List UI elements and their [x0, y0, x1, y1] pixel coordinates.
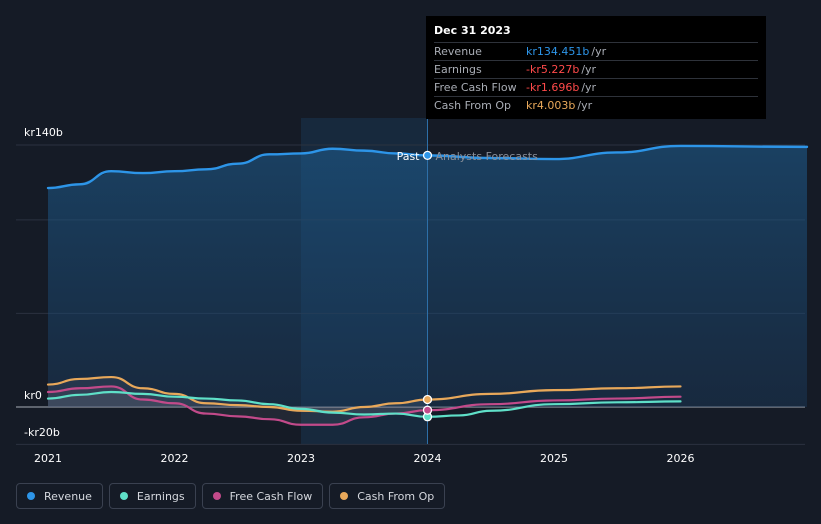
legend-dot-icon — [340, 492, 349, 500]
tooltip-unit: /yr — [581, 81, 597, 94]
past-label: Past — [397, 150, 421, 163]
tooltip-row-earnings: Earnings -kr5.227b /yr — [434, 60, 758, 78]
marker-cash-from-op — [422, 394, 433, 405]
tooltip-unit: /yr — [591, 45, 607, 58]
series-past-fill — [48, 377, 428, 412]
tooltip: Dec 31 2023 Revenue kr134.451b /yr Earni… — [426, 16, 766, 119]
y-tick-label: -kr20b — [24, 426, 60, 439]
tooltip-row-free-cash-flow: Free Cash Flow -kr1.696b /yr — [434, 78, 758, 96]
x-tick-label: 2023 — [287, 452, 315, 465]
x-tick-label: 2022 — [161, 452, 189, 465]
x-tick-label: 2021 — [34, 452, 62, 465]
legend-item-cash-from-op[interactable]: Cash From Op — [329, 483, 446, 509]
marker-free-cash-flow — [422, 405, 433, 415]
series-line-cash-from-op — [46, 375, 682, 413]
tooltip-row-cash-from-op: Cash From Op kr4.003b /yr — [434, 96, 758, 114]
tooltip-label: Earnings — [434, 63, 482, 76]
legend-label: Cash From Op — [357, 489, 435, 503]
series-line-revenue — [46, 144, 809, 190]
legend-dot-icon — [119, 492, 128, 500]
y-tick-label: kr140b — [24, 126, 63, 139]
legend-item-free-cash-flow[interactable]: Free Cash Flow — [201, 483, 324, 509]
tooltip-label: Revenue — [434, 45, 482, 58]
legend-label: Revenue — [44, 489, 92, 503]
legend-dot-icon — [212, 492, 221, 500]
forecast-label: Analysts Forecasts — [436, 150, 539, 163]
tooltip-value: -kr1.696b — [526, 81, 580, 94]
series-past-fill — [48, 386, 428, 425]
x-tick-label: 2025 — [540, 452, 568, 465]
tooltip-label: Cash From Op — [434, 99, 512, 112]
legend-label: Earnings — [136, 489, 185, 503]
tooltip-value: kr134.451b — [526, 45, 590, 58]
x-tick-label: 2026 — [667, 452, 695, 465]
series-line-free-cash-flow — [46, 385, 682, 426]
legend-dot-icon — [27, 492, 35, 500]
y-tick-label: kr0 — [24, 389, 42, 402]
marker-revenue — [422, 150, 433, 161]
legend: Revenue Earnings Free Cash Flow Cash Fro… — [16, 483, 446, 509]
legend-item-revenue[interactable]: Revenue — [16, 483, 103, 509]
tooltip-row-revenue: Revenue kr134.451b /yr — [434, 42, 758, 60]
tooltip-unit: /yr — [581, 63, 597, 76]
tooltip-date: Dec 31 2023 — [434, 24, 511, 37]
series-line-earnings — [46, 390, 682, 418]
tooltip-value: kr4.003b — [526, 99, 576, 112]
tooltip-unit: /yr — [577, 99, 593, 112]
tooltip-value: -kr5.227b — [526, 63, 580, 76]
legend-label: Free Cash Flow — [229, 489, 313, 503]
tooltip-label: Free Cash Flow — [434, 81, 517, 94]
legend-item-earnings[interactable]: Earnings — [108, 483, 196, 509]
x-tick-label: 2024 — [414, 452, 442, 465]
